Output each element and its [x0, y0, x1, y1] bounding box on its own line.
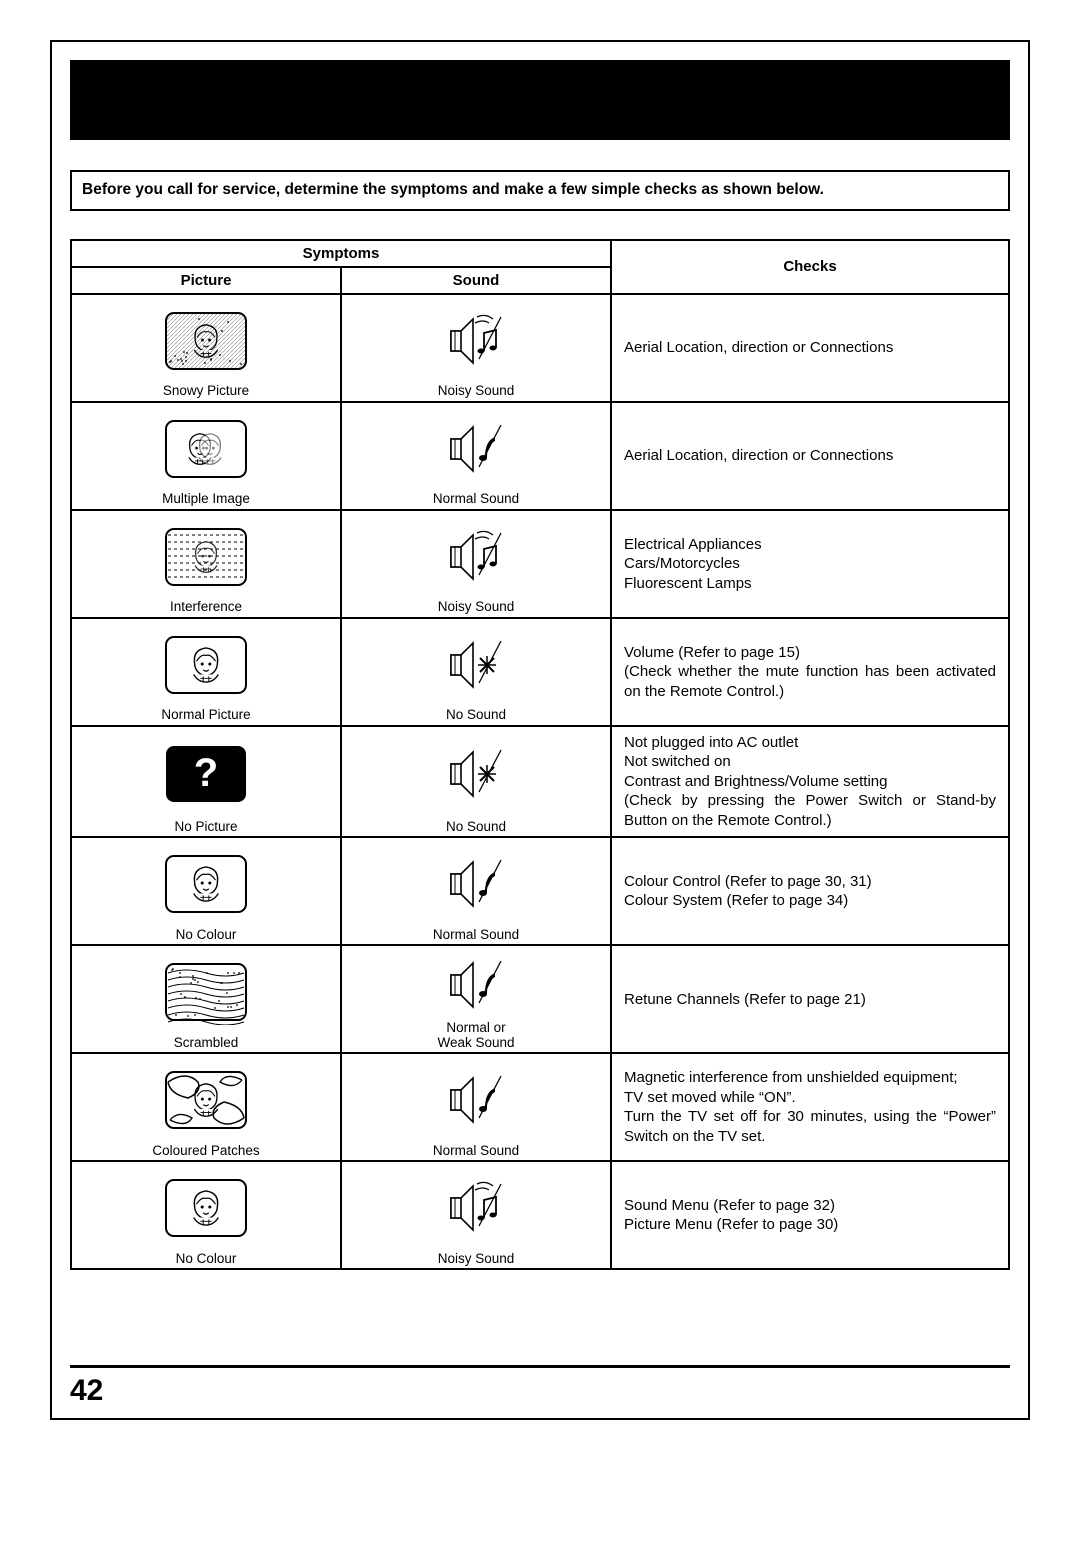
sound-caption: Normal orWeak Sound: [437, 1021, 514, 1051]
picture-cell: No Colour: [71, 1161, 341, 1269]
sound-cell: Noisy Sound: [341, 1161, 611, 1269]
table-row: Coloured Patches Normal Sound Magnetic i…: [71, 1053, 1009, 1161]
header-checks: Checks: [611, 240, 1009, 294]
sound-icon: [437, 950, 515, 1018]
intro-text: Before you call for service, determine t…: [82, 180, 998, 201]
picture-caption: Multiple Image: [162, 492, 250, 507]
table-row: No Colour Noisy Sound Sound Menu (Refer …: [71, 1161, 1009, 1269]
picture-caption: No Colour: [176, 928, 237, 943]
sound-cell: Noisy Sound: [341, 510, 611, 618]
header-picture: Picture: [71, 267, 341, 294]
picture-cell: Normal Picture: [71, 618, 341, 726]
picture-cell: Multiple Image: [71, 402, 341, 510]
picture-caption: Scrambled: [174, 1036, 239, 1051]
picture-cell: ? No Picture: [71, 726, 341, 838]
checks-cell: Magnetic interference from unshielded eq…: [611, 1053, 1009, 1161]
sound-cell: Normal Sound: [341, 402, 611, 510]
picture-caption: Interference: [170, 600, 242, 615]
picture-icon: [159, 623, 253, 706]
title-banner: [70, 60, 1010, 140]
picture-cell: Interference: [71, 510, 341, 618]
checks-cell: Aerial Location, direction or Connection…: [611, 402, 1009, 510]
checks-cell: Retune Channels (Refer to page 21): [611, 945, 1009, 1053]
picture-icon: [159, 515, 253, 598]
picture-icon: [159, 1058, 253, 1141]
picture-cell: Coloured Patches: [71, 1053, 341, 1161]
header-sound: Sound: [341, 267, 611, 294]
picture-icon: [159, 950, 253, 1033]
checks-cell: Colour Control (Refer to page 30, 31)Col…: [611, 837, 1009, 945]
table-row: No Colour Normal Sound Colour Control (R…: [71, 837, 1009, 945]
table-row: Scrambled Normal orWeak Sound Retune Cha…: [71, 945, 1009, 1053]
sound-icon: [437, 407, 515, 490]
table-row: ? No Picture No Sound Not plugged into A…: [71, 726, 1009, 838]
checks-cell: Sound Menu (Refer to page 32)Picture Men…: [611, 1161, 1009, 1269]
picture-icon: [159, 842, 253, 925]
table-row: Normal Picture No Sound Volume (Refer to…: [71, 618, 1009, 726]
checks-cell: Aerial Location, direction or Connection…: [611, 294, 1009, 402]
sound-icon: [437, 842, 515, 925]
picture-icon: [159, 407, 253, 490]
checks-cell: Volume (Refer to page 15)(Check whether …: [611, 618, 1009, 726]
sound-caption: Noisy Sound: [438, 384, 515, 399]
picture-icon: [159, 299, 253, 382]
picture-caption: Normal Picture: [161, 708, 250, 723]
checks-cell: Not plugged into AC outletNot switched o…: [611, 726, 1009, 838]
picture-caption: Snowy Picture: [163, 384, 249, 399]
sound-caption: Normal Sound: [433, 928, 519, 943]
picture-caption: No Picture: [174, 820, 237, 835]
sound-cell: No Sound: [341, 726, 611, 838]
picture-cell: Scrambled: [71, 945, 341, 1053]
sound-cell: No Sound: [341, 618, 611, 726]
sound-icon: [437, 299, 515, 382]
troubleshooting-table: Symptoms Checks Picture Sound Snowy Pict…: [70, 239, 1010, 1271]
picture-cell: No Colour: [71, 837, 341, 945]
picture-caption: Coloured Patches: [152, 1144, 259, 1159]
sound-icon: [437, 623, 515, 706]
checks-cell: Electrical AppliancesCars/MotorcyclesFlu…: [611, 510, 1009, 618]
picture-icon: ?: [159, 731, 253, 818]
table-row: Snowy Picture Noisy Sound Aerial Locatio…: [71, 294, 1009, 402]
sound-caption: Noisy Sound: [438, 600, 515, 615]
table-row: Interference Noisy Sound Electrical Appl…: [71, 510, 1009, 618]
intro-box: Before you call for service, determine t…: [70, 170, 1010, 211]
sound-cell: Noisy Sound: [341, 294, 611, 402]
sound-cell: Normal orWeak Sound: [341, 945, 611, 1053]
footer-rule: [70, 1365, 1010, 1368]
table-header-row-1: Symptoms Checks: [71, 240, 1009, 267]
sound-icon: [437, 731, 515, 818]
sound-icon: [437, 515, 515, 598]
sound-caption: No Sound: [446, 820, 506, 835]
sound-caption: Noisy Sound: [438, 1252, 515, 1267]
sound-caption: Normal Sound: [433, 492, 519, 507]
table-row: Multiple Image Normal Sound Aerial Locat…: [71, 402, 1009, 510]
sound-caption: Normal Sound: [433, 1144, 519, 1159]
sound-icon: [437, 1058, 515, 1141]
sound-cell: Normal Sound: [341, 1053, 611, 1161]
picture-cell: Snowy Picture: [71, 294, 341, 402]
sound-caption: No Sound: [446, 708, 506, 723]
header-symptoms: Symptoms: [71, 240, 611, 267]
page-number: 42: [70, 1374, 103, 1408]
svg-text:?: ?: [194, 751, 218, 795]
page-frame: Before you call for service, determine t…: [50, 40, 1030, 1420]
sound-icon: [437, 1166, 515, 1249]
picture-icon: [159, 1166, 253, 1249]
picture-caption: No Colour: [176, 1252, 237, 1267]
sound-cell: Normal Sound: [341, 837, 611, 945]
troubleshooting-table-wrap: Symptoms Checks Picture Sound Snowy Pict…: [70, 239, 1010, 1271]
